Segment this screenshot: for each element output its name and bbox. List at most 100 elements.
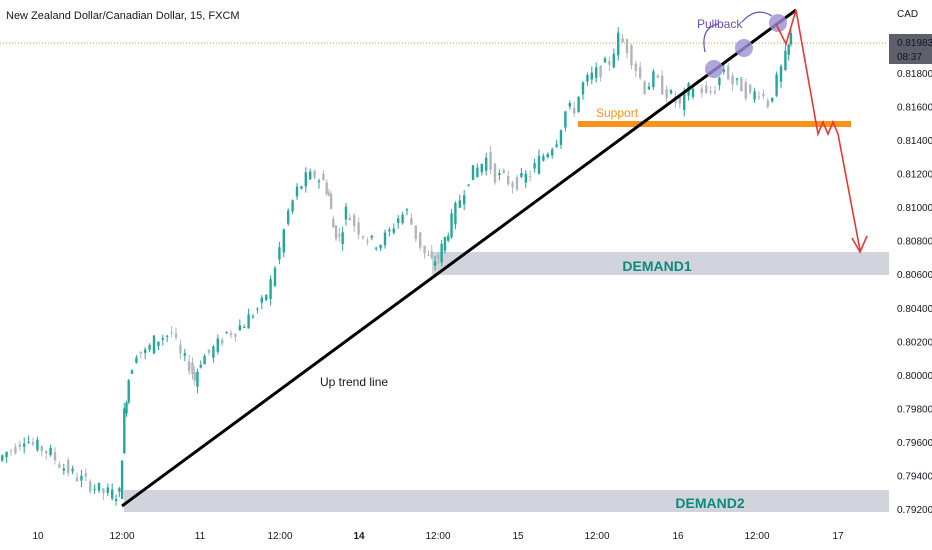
projection-path[interactable] (775, 9, 861, 251)
candle-body (9, 450, 13, 452)
candle-body (152, 335, 156, 354)
y-tick-label: 0.79600 (897, 438, 932, 449)
candle-body (188, 361, 191, 372)
candle-body (313, 171, 316, 178)
candle-body (608, 61, 611, 65)
y-tick-label: 0.81800 (897, 69, 932, 80)
candle-body (515, 176, 519, 190)
candle-body (273, 268, 277, 286)
candle-body (639, 67, 642, 78)
candle-body (691, 88, 695, 97)
candle-body (397, 218, 400, 224)
candle-body (191, 362, 194, 374)
candle-body (338, 234, 341, 237)
candle-body (353, 215, 356, 226)
candle-body (454, 202, 457, 225)
candle-body (148, 345, 151, 350)
candle-body (36, 439, 39, 451)
candle-body (485, 157, 488, 171)
candle-body (58, 464, 61, 468)
candle-body (344, 206, 348, 220)
candle-body (700, 88, 703, 93)
candle-body (617, 32, 620, 56)
candle-body (366, 240, 369, 242)
candle-body (458, 200, 461, 208)
candle-body (656, 75, 659, 78)
candle-body (31, 442, 35, 445)
candle-body (718, 77, 721, 86)
y-tick-label: 0.79800 (897, 404, 932, 415)
candle-body (599, 65, 602, 78)
candle-body (251, 316, 255, 318)
x-tick-label: 15 (512, 531, 524, 542)
candle-body (524, 173, 527, 183)
x-tick-label: 11 (195, 531, 206, 542)
trend-line-label: Up trend line (320, 375, 388, 389)
candle-body (766, 100, 769, 108)
candle-body (735, 78, 739, 80)
candle-body (193, 372, 196, 381)
demand1-label: DEMAND1 (622, 258, 691, 274)
candle-body (357, 222, 360, 235)
candle-body (196, 371, 199, 387)
chart-title: New Zealand Dollar/Canadian Dollar, 15, … (6, 10, 240, 22)
candle-body (84, 473, 87, 477)
candle-body (370, 235, 373, 238)
candle-body (304, 172, 307, 187)
x-tick-label: 12:00 (584, 531, 609, 542)
candle-body (647, 86, 651, 90)
candle-body (564, 111, 567, 128)
candle-body (784, 50, 787, 70)
candle-body (713, 91, 717, 93)
candle-body (40, 446, 43, 452)
support-line[interactable] (578, 121, 851, 127)
price-tag-countdown: 08:37 (897, 52, 922, 63)
candle-body (49, 447, 52, 456)
candle-body (652, 71, 655, 88)
candle-body (537, 155, 541, 174)
up-trend-line[interactable] (121, 8, 797, 508)
currency-label: CAD (897, 9, 918, 20)
x-tick-label: 12:00 (267, 531, 292, 542)
candle-body (450, 213, 453, 238)
support-label: Support (596, 106, 639, 120)
candle-body (135, 357, 138, 363)
candle-body (493, 163, 497, 183)
pullback-marker[interactable] (769, 14, 787, 32)
candle-body (507, 176, 510, 185)
candle-body (577, 96, 580, 113)
projection-arrowhead (851, 235, 868, 254)
candle-body (383, 232, 387, 246)
candle-body (705, 85, 708, 93)
candle-body (282, 229, 285, 253)
candle-body (410, 218, 413, 225)
candle-body (97, 482, 101, 491)
demand2-zone[interactable] (124, 490, 889, 512)
price-tag-value: 0.81983 (897, 38, 932, 49)
candle-body (144, 349, 147, 353)
candle-body (139, 351, 142, 354)
candle-body (234, 333, 237, 337)
y-tick-label: 0.81000 (897, 203, 932, 214)
drawings-layer[interactable]: Support Up trend line Pullback (121, 8, 868, 508)
candle-body (295, 186, 299, 197)
candle-body (118, 488, 121, 492)
candle-body (260, 297, 263, 303)
demand2-label: DEMAND2 (675, 495, 744, 511)
candle-body (341, 232, 344, 245)
candle-body (634, 63, 637, 71)
candle-body (683, 91, 686, 110)
pullback-marker[interactable] (735, 39, 753, 57)
candle-body (630, 45, 633, 66)
pullback-arc-left (703, 23, 719, 53)
candle-body (45, 450, 48, 454)
pullback-marker[interactable] (705, 60, 723, 78)
zones-layer: DEMAND1 DEMAND2 (0, 42, 889, 512)
demand1-zone[interactable] (432, 252, 889, 275)
candle-body (463, 195, 466, 205)
candle-body (334, 225, 338, 240)
candle-body (14, 447, 17, 454)
candle-body (1, 455, 4, 461)
candle-body (203, 355, 206, 365)
